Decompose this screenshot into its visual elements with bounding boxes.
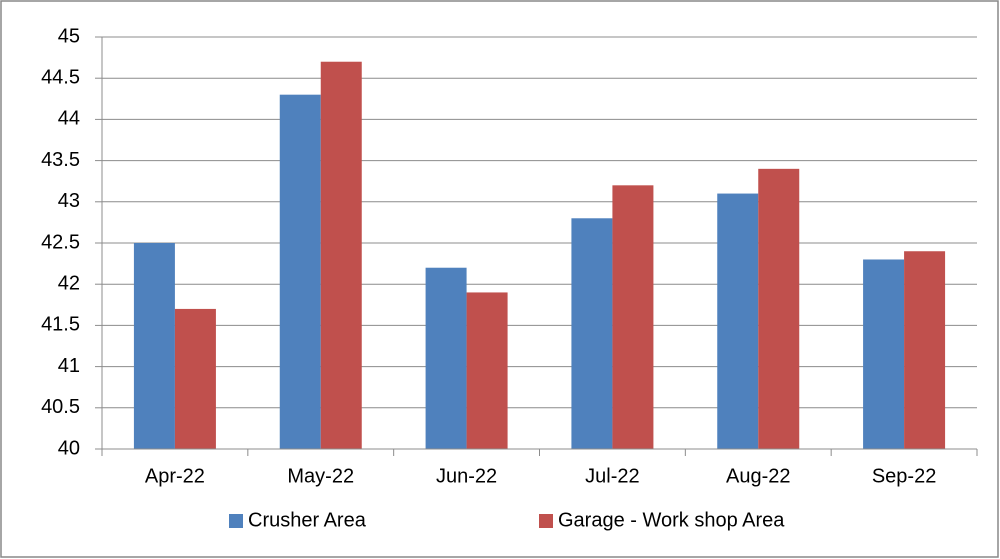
bar <box>279 94 321 450</box>
bar <box>863 259 905 449</box>
x-tick-label: Aug-22 <box>726 465 791 487</box>
y-tick-label: 45 <box>58 25 80 47</box>
legend-swatch <box>229 514 243 528</box>
y-tick-label: 40.5 <box>41 396 80 418</box>
y-tick-label: 43.5 <box>41 149 80 171</box>
bar <box>904 251 946 449</box>
y-tick-label: 42 <box>58 272 80 294</box>
y-tick-label: 40 <box>58 437 80 459</box>
y-tick-label: 41.5 <box>41 314 80 336</box>
bar <box>425 267 467 449</box>
bar <box>612 185 654 449</box>
legend-label: Crusher Area <box>248 509 367 531</box>
x-tick-label: Sep-22 <box>872 465 937 487</box>
legend-swatch <box>539 514 553 528</box>
y-tick-label: 41 <box>58 355 80 377</box>
x-tick-label: May-22 <box>287 465 354 487</box>
bar <box>320 61 362 449</box>
x-tick-label: Jun-22 <box>436 465 497 487</box>
bar <box>717 193 759 449</box>
legend-label: Garage - Work shop Area <box>558 509 785 531</box>
bar <box>133 243 175 449</box>
bar <box>571 218 613 449</box>
y-tick-label: 44.5 <box>41 66 80 88</box>
bar <box>758 168 800 449</box>
y-tick-label: 42.5 <box>41 231 80 253</box>
x-tick-label: Jul-22 <box>585 465 639 487</box>
bar <box>174 308 216 449</box>
y-tick-label: 43 <box>58 190 80 212</box>
x-tick-label: Apr-22 <box>145 465 205 487</box>
bar <box>466 292 508 449</box>
y-tick-label: 44 <box>58 108 80 130</box>
